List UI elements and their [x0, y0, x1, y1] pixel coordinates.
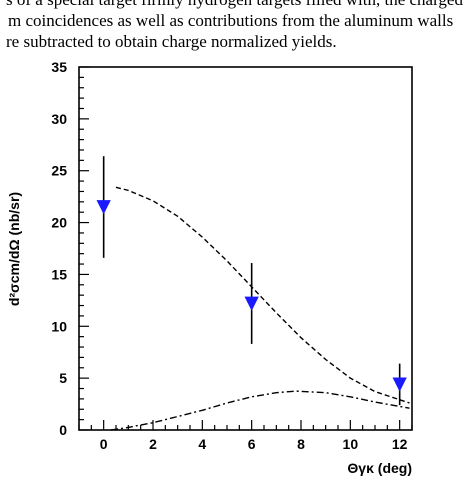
x-tick-label: 4 — [198, 436, 206, 452]
x-tick-label: 10 — [343, 436, 359, 452]
text-line-1: s of a special target firmly hydrogen ta… — [6, 0, 463, 10]
y-tick-label: 10 — [51, 318, 67, 334]
data-point-marker — [96, 200, 111, 215]
y-axis-title: d²σcm/dΩ (nb/sr) — [6, 192, 22, 306]
x-tick-label: 6 — [248, 436, 256, 452]
data-point-marker — [244, 296, 259, 311]
model-curves — [110, 186, 410, 431]
y-tick-label: 20 — [51, 215, 67, 231]
y-tick-label: 0 — [59, 422, 67, 438]
x-tick-label: 8 — [297, 436, 305, 452]
y-tick-label: 15 — [51, 266, 67, 282]
y-tick-label: 30 — [51, 111, 67, 127]
data-points — [96, 156, 407, 406]
dashed-model-curve — [115, 186, 410, 404]
dash-dot-model-curve — [110, 390, 410, 431]
x-tick-label: 2 — [149, 436, 157, 452]
text-line-3: re subtracted to obtain charge normalize… — [6, 32, 337, 51]
y-tick-label: 35 — [51, 59, 67, 75]
y-tick-label: 5 — [59, 370, 67, 386]
plot-area-border — [78, 66, 413, 431]
text-line-2: m coincidences as well as contributions … — [8, 11, 454, 30]
y-axis-ticks: 0 5 10 15 20 25 30 35 — [51, 59, 89, 438]
data-point-marker — [392, 377, 407, 392]
y-tick-label: 25 — [51, 163, 67, 179]
x-tick-label: 0 — [100, 436, 108, 452]
x-axis-title: Θγκ (deg) — [347, 460, 412, 476]
x-axis-ticks: 0 2 4 6 8 10 12 — [78, 420, 413, 452]
x-tick-label: 12 — [392, 436, 408, 452]
plot-frame — [78, 66, 413, 431]
